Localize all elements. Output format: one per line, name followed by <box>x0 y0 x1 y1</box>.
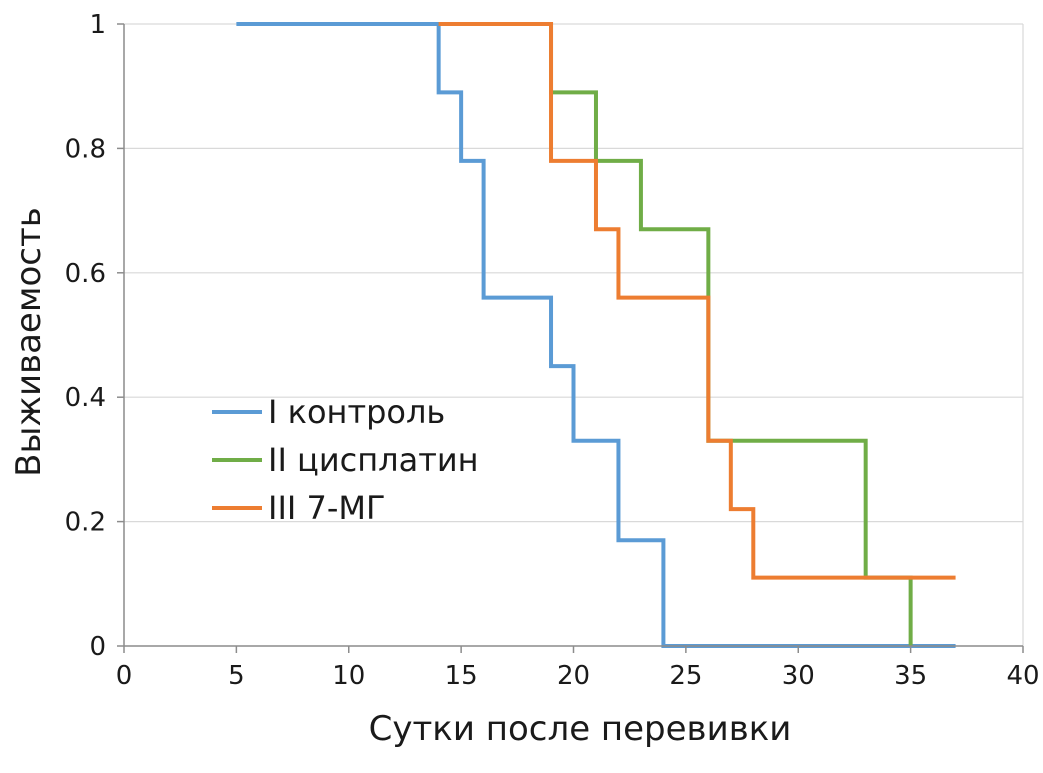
legend-label-2: II цисплатин <box>268 441 479 479</box>
x-tick-label: 0 <box>116 661 133 691</box>
y-tick-label: 1 <box>89 10 106 40</box>
y-tick-label: 0.4 <box>65 383 106 413</box>
x-tick-label: 30 <box>782 661 815 691</box>
x-tick-label: 35 <box>894 661 927 691</box>
tick-labels: 00.20.40.60.810 5 10 15 20 25 30 35 40 <box>65 10 1040 691</box>
y-axis-title: Выживаемость <box>9 207 49 477</box>
x-tick-label: 15 <box>445 661 478 691</box>
y-tick-label: 0.6 <box>65 259 106 289</box>
series-line-1 <box>236 22 956 648</box>
series-line-2 <box>438 22 913 646</box>
legend: I контроль II цисплатин III 7-МГ <box>212 393 479 527</box>
x-tick-label: 40 <box>1006 661 1039 691</box>
x-tick-label: 25 <box>669 661 702 691</box>
series-line-3 <box>438 22 956 580</box>
y-tick-label: 0.8 <box>65 134 106 164</box>
y-tick-label: 0.2 <box>65 508 106 538</box>
series-lines <box>236 22 956 648</box>
x-axis-title: Сутки после перевивки <box>369 709 792 749</box>
x-tick-label: 20 <box>557 661 590 691</box>
y-tick-label: 0 <box>89 632 106 662</box>
legend-label-1: I контроль <box>268 393 445 431</box>
axes <box>117 23 1024 653</box>
grid-lines <box>124 23 1024 646</box>
x-tick-label: 5 <box>228 661 245 691</box>
legend-label-3: III 7-МГ <box>268 489 386 527</box>
x-tick-label: 10 <box>332 661 365 691</box>
